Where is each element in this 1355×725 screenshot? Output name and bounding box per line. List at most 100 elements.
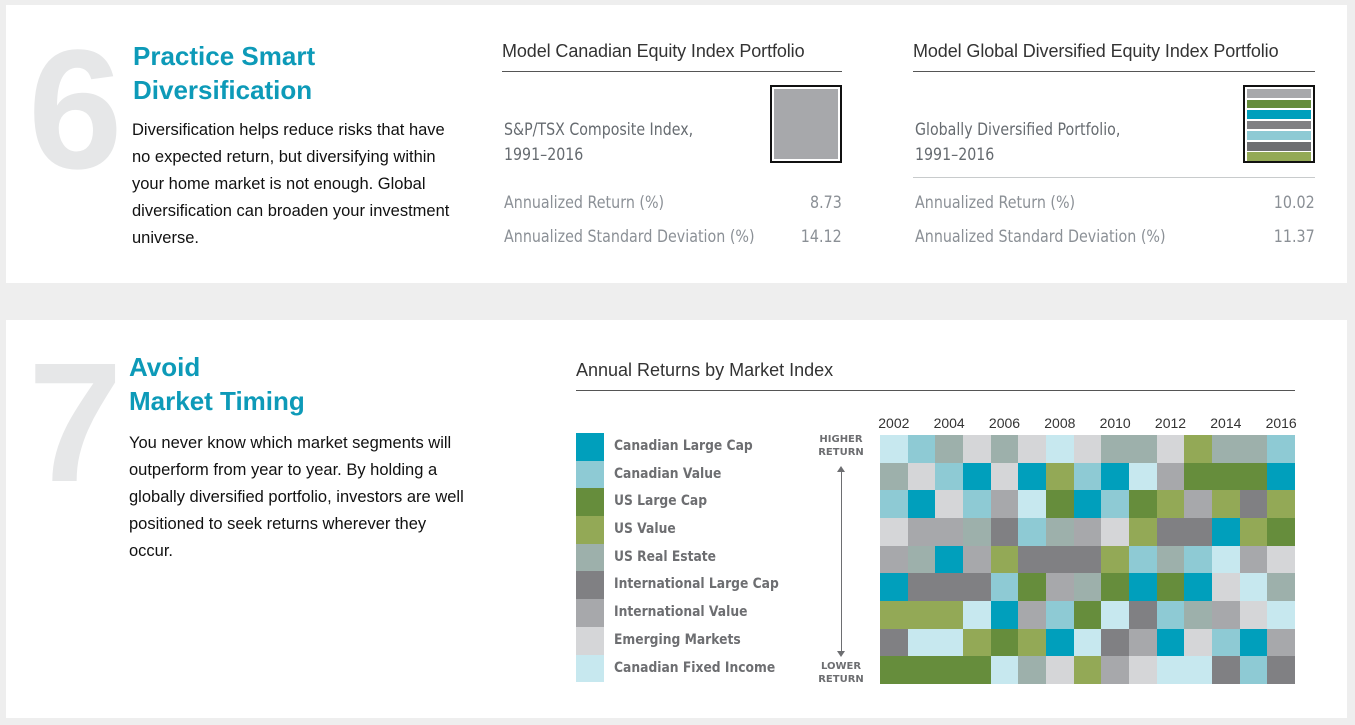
portfolio-title: Model Global Diversified Equity Index Po… <box>913 41 1315 72</box>
return-label: Annualized Return (%) <box>915 193 1076 213</box>
heatmap-cell <box>907 628 936 657</box>
subtitle-line: 1991–2016 <box>915 145 995 164</box>
heatmap-cell <box>1046 573 1075 602</box>
swatch-stripe <box>1247 152 1311 162</box>
year-tick-label: 2006 <box>988 415 1021 431</box>
heatmap-cell <box>1184 490 1213 519</box>
return-axis-line <box>841 470 842 653</box>
heatmap-cell <box>990 545 1019 574</box>
portfolio-swatch <box>1243 85 1315 163</box>
heatmap-cell <box>1267 573 1296 602</box>
sd-value: 11.37 <box>1274 227 1315 247</box>
heatmap-cell <box>1101 435 1130 464</box>
tip-7-card: 7 Avoid Market Timing You never know whi… <box>6 320 1347 718</box>
subtitle-line: S&P/TSX Composite Index, <box>504 120 694 139</box>
heatmap-cell <box>1101 545 1130 574</box>
heatmap-cell <box>880 462 909 491</box>
heatmap-cell <box>935 435 964 464</box>
legend-label: Canadian Large Cap <box>614 438 753 454</box>
heatmap-cell <box>907 518 936 547</box>
legend-label: Canadian Fixed Income <box>614 659 776 676</box>
sd-label: Annualized Standard Deviation (%) <box>915 227 1166 247</box>
tip-body: Diversification helps reduce risks that … <box>132 121 450 247</box>
legend-swatch <box>576 626 604 655</box>
swatch-stripe <box>1247 110 1311 119</box>
heatmap-cell <box>963 545 992 574</box>
heatmap-cell <box>990 573 1019 602</box>
legend-label: International Value <box>614 604 748 621</box>
swatch-stripe <box>1247 141 1311 151</box>
portfolio-subtitle: Globally Diversified Portfolio, 1991–201… <box>915 117 1120 167</box>
swatch-stripe <box>1247 99 1311 109</box>
heatmap-cell <box>935 656 964 685</box>
portfolio-title: Model Canadian Equity Index Portfolio <box>502 41 842 72</box>
heatmap-cell <box>1018 601 1047 630</box>
heatmap-cell <box>1267 518 1296 547</box>
heatmap-cell <box>1046 462 1075 491</box>
heatmap-cell <box>1267 545 1296 574</box>
legend-label: US Real Estate <box>614 548 717 565</box>
heatmap-cell <box>1156 573 1185 602</box>
year-tick-label: 2004 <box>933 415 965 431</box>
heatmap-cell <box>990 518 1019 547</box>
year-tick-label: 2014 <box>1210 415 1242 431</box>
legend-label: US Large Cap <box>614 493 708 510</box>
return-value: 10.02 <box>1274 193 1315 213</box>
heatmap-cell <box>1101 628 1130 657</box>
heatmap-cell <box>880 518 909 547</box>
heatmap-cell <box>1046 656 1075 685</box>
heatmap-cell <box>1212 435 1241 464</box>
heatmap-cell <box>1267 656 1296 685</box>
heatmap-cell <box>1101 601 1130 630</box>
heatmap-cell <box>907 601 936 630</box>
heatmap-cell <box>935 573 964 602</box>
year-tick-label: 2016 <box>1265 415 1297 431</box>
arrow-up-icon <box>837 466 845 472</box>
heatmap-cell <box>1156 628 1185 657</box>
lower-return-label: LOWER RETURN <box>818 661 864 685</box>
heatmap-cell <box>1129 601 1158 630</box>
tip-title-line: Diversification <box>133 75 313 105</box>
heatmap-cell <box>1239 628 1268 657</box>
heatmap-cell <box>1239 518 1268 547</box>
heatmap-cell <box>963 462 992 491</box>
subtitle-line: Globally Diversified Portfolio, <box>915 120 1121 139</box>
heatmap-cell <box>1073 518 1102 547</box>
heatmap-cell <box>1239 462 1268 491</box>
heatmap-cell <box>1046 628 1075 657</box>
portfolio-swatch <box>770 85 842 163</box>
heatmap-cell <box>990 601 1019 630</box>
heatmap-cell <box>1073 545 1102 574</box>
year-tick-label: 2008 <box>1044 415 1076 431</box>
heatmap-cell <box>935 518 964 547</box>
heatmap-cell <box>1046 490 1075 519</box>
heatmap-cell <box>880 601 909 630</box>
heatmap-cell <box>963 573 992 602</box>
heatmap-cell <box>1184 628 1213 657</box>
subtitle-line: 1991–2016 <box>504 145 584 164</box>
heatmap-cell <box>880 545 909 574</box>
heatmap-cell <box>907 656 936 685</box>
heatmap-cell <box>1156 435 1185 464</box>
legend-label: Emerging Markets <box>614 631 741 648</box>
heatmap-cell <box>1212 628 1241 657</box>
arrow-down-icon <box>837 651 845 657</box>
heatmap-cell <box>1267 462 1296 491</box>
heatmap-cell <box>1018 628 1047 657</box>
heatmap-cell <box>963 601 992 630</box>
legend-label: US Value <box>614 521 676 538</box>
heatmap-cell <box>1073 573 1102 602</box>
heatmap-cell <box>1267 601 1296 630</box>
tip-title: Practice Smart Diversification <box>133 39 315 107</box>
swatch-stripe <box>1247 120 1311 130</box>
legend-swatch <box>576 516 604 544</box>
heatmap-cell <box>1046 435 1075 464</box>
divider <box>913 177 1315 178</box>
tip-body: You never know which market segments wil… <box>129 434 464 560</box>
swatch-stripe <box>1247 131 1311 140</box>
heatmap-cell <box>990 490 1019 519</box>
year-tick-label: 2012 <box>1154 415 1187 431</box>
legend-label: International Large Cap <box>614 576 779 593</box>
sd-value: 14.12 <box>801 227 842 247</box>
heatmap-cell <box>1212 573 1241 602</box>
